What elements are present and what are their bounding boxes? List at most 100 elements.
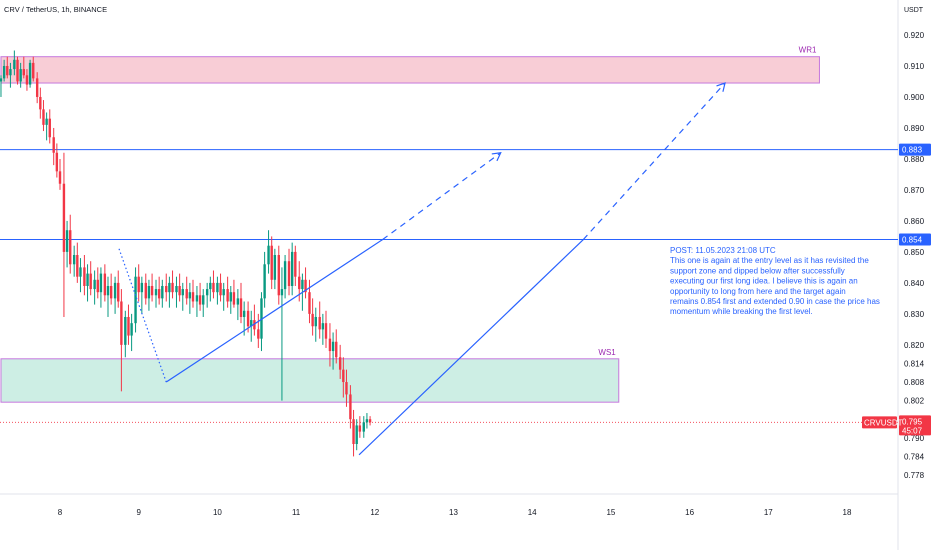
annotation-line-5: remains 0.854 first and extended 0.90 in… [670,297,880,306]
candle-body-78 [263,264,266,299]
candle-body-18 [58,171,62,184]
candle-body-104 [352,419,355,445]
level-tag-label-1: 0.854 [902,236,923,245]
candle-body-24 [79,267,82,277]
candle-body-5 [16,59,19,82]
candle-body-92 [311,313,314,327]
candle-body-26 [86,273,89,286]
candle-body-13 [42,109,45,125]
candle-body-15 [48,118,51,138]
y-tick-label-13: 0.802 [904,397,925,406]
candle-body-74 [250,320,253,327]
candle-body-10 [32,62,35,79]
candle-body-89 [301,279,304,290]
x-tick-label-4: 12 [370,508,379,517]
symbol-badge-label: CRVUSDT [864,418,903,427]
candle-body-16 [52,137,55,153]
price-unit: USDT [904,7,924,14]
candle-body-34 [113,282,117,299]
symbol-badge [862,416,897,429]
candle-body-101 [342,369,345,383]
candle-body-40 [134,276,137,324]
candle-body-58 [195,295,199,302]
candle-body-73 [246,310,250,327]
candle-body-71 [239,298,243,317]
drawing-solid-3 [358,239,584,456]
candle-body-53 [178,285,181,296]
candle-body-2 [6,65,9,76]
candle-body-0 [0,78,3,82]
candle-body-47 [157,289,161,299]
candle-body-93 [314,316,317,327]
annotation-line-2: support zone and dipped below after succ… [670,266,845,275]
candle-body-14 [45,118,48,125]
y-tick-label-4: 0.880 [904,155,925,164]
x-tick-label-5: 13 [449,508,458,517]
candle-body-105 [355,425,358,445]
candle-body-36 [120,301,123,345]
x-tick-label-3: 11 [292,508,301,517]
candle-body-64 [216,282,219,293]
y-tick-label-8: 0.840 [904,279,925,288]
x-tick-label-2: 10 [213,508,222,517]
candle-body-49 [165,285,168,293]
y-tick-label-6: 0.860 [904,217,925,226]
candle-body-20 [65,230,69,252]
candle-body-21 [69,230,72,265]
annotation-line-3: executing our first long idea. I believe… [670,277,858,286]
candle-body-76 [257,329,260,339]
candle-body-31 [103,273,107,296]
candle-body-37 [124,316,127,345]
idea-annotation: POST: 11.05.2023 21:08 UTC This one is ag… [670,246,880,316]
x-tick-label-6: 14 [528,508,537,517]
y-tick-label-10: 0.820 [904,341,925,350]
candle-body-29 [96,279,99,293]
annotation-line-4: opportunity to long from here and the ta… [670,287,846,296]
candle-body-57 [191,292,195,302]
candle-body-54 [181,289,184,296]
candle-body-85 [287,261,291,286]
candle-body-46 [154,289,158,296]
level-tag-label-0: 0.883 [902,146,923,155]
candle-body-72 [242,310,246,317]
candle-body-98 [331,341,335,352]
zone-labels-layer: WR1 WS1 [598,46,817,357]
candle-body-90 [304,279,307,293]
candle-body-107 [362,422,365,432]
candle-body-48 [161,285,164,299]
level-tag-1 [899,233,931,246]
candle-body-28 [93,279,96,290]
zone-wr1 [0,56,820,84]
candle-body-82 [277,255,280,296]
candle-body-4 [13,59,16,70]
candle-body-35 [117,282,120,302]
y-tick-label-11: 0.814 [904,359,925,368]
y-ticks-layer: 0.920 0.910 0.900 0.890 0.880 0.870 0.860 0.850… [904,31,925,480]
candle-body-30 [99,273,103,293]
candle-body-75 [253,320,256,330]
candle-body-80 [270,245,273,280]
candle-body-19 [62,183,66,252]
annotation-line-1: This one is again at the entry level as … [670,256,869,265]
x-tick-label-1: 9 [136,508,141,517]
candle-body-33 [109,285,113,299]
drawing-solid-1 [165,239,384,383]
y-tick-label-0: 0.920 [904,31,925,40]
candle-body-27 [89,273,92,290]
candle-body-96 [324,323,328,339]
zone-label-wr1: WR1 [799,46,817,55]
annotation-line-6: momentum while breaking the first level. [670,307,813,316]
candle-body-97 [328,338,332,352]
zones-layer [0,56,820,403]
y-tick-label-2: 0.900 [904,93,925,102]
candles-layer [0,50,372,457]
candle-body-86 [290,251,294,286]
candle-body-1 [2,65,6,79]
candle-body-43 [144,282,147,299]
candle-body-81 [273,255,277,280]
candle-body-45 [150,285,154,296]
